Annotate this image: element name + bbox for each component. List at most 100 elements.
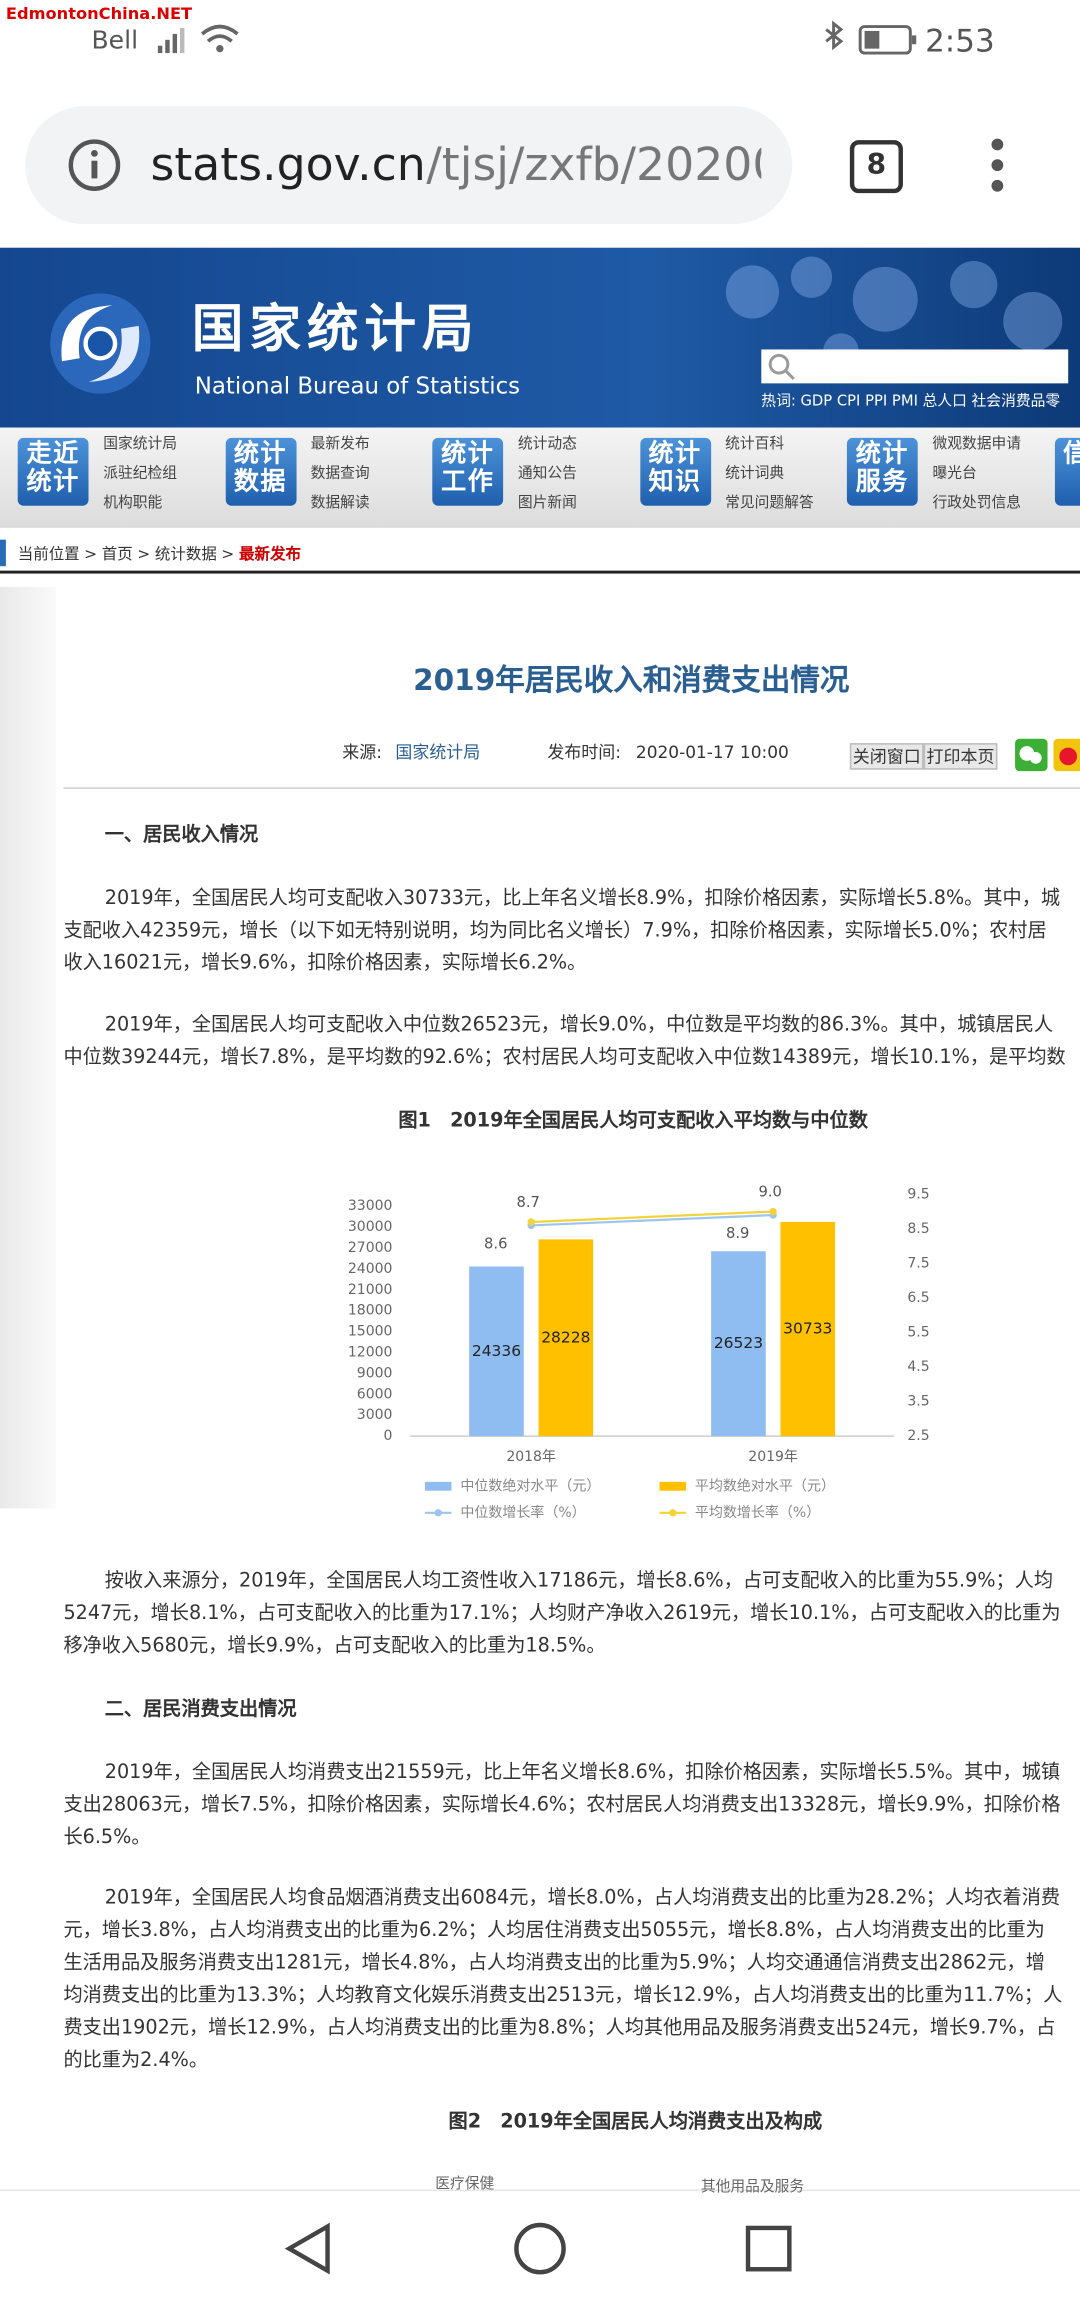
nav-link[interactable]: 最新发布 bbox=[310, 436, 370, 453]
nav-title[interactable]: 统计知识 bbox=[639, 437, 711, 506]
paragraph-line: 费支出1902元，增长12.9%，占人均消费支出的比重为8.8%；人均其他用品及… bbox=[63, 2017, 1056, 2040]
carrier: Bell bbox=[91, 26, 139, 57]
nav-title[interactable]: 信公 bbox=[1054, 437, 1080, 506]
line-value-label: 9.0 bbox=[758, 1183, 781, 1200]
breadcrumb-separator: > bbox=[84, 545, 98, 564]
bar bbox=[711, 1251, 766, 1437]
paragraph-line: 支配收入42359元，增长（以下如无特别说明，均为同比名义增长）7.9%，扣除价… bbox=[63, 920, 1047, 943]
figure-label: 医疗保健 bbox=[435, 2176, 495, 2193]
paragraph-line: 均消费支出的比重为13.3%；人均教育文化娱乐消费支出2513元，增长12.9%… bbox=[63, 1984, 1063, 2007]
tab-count[interactable]: 8 bbox=[866, 148, 887, 182]
source[interactable]: 国家统计局 bbox=[395, 741, 481, 763]
bar-value-label: 28228 bbox=[541, 1328, 590, 1346]
nav-link[interactable]: 派驻纪检组 bbox=[103, 465, 178, 483]
y-tick-label: 18000 bbox=[348, 1303, 393, 1319]
bar bbox=[469, 1266, 524, 1437]
y2-tick-label: 5.5 bbox=[907, 1325, 929, 1341]
legend-swatch bbox=[659, 1481, 687, 1491]
site-header bbox=[0, 247, 1080, 428]
nav-link[interactable]: 统计百科 bbox=[725, 436, 785, 453]
nav-link[interactable]: 微观数据申请 bbox=[932, 436, 1021, 453]
y2-tick-label: 9.5 bbox=[907, 1186, 929, 1202]
line-marker bbox=[527, 1218, 535, 1226]
status-icons bbox=[157, 20, 917, 55]
article-title: 2019年居民收入和消费支出情况 bbox=[413, 662, 850, 698]
nav-link[interactable]: 通知公告 bbox=[517, 465, 577, 483]
x-tick-label: 2019年 bbox=[748, 1449, 798, 1465]
site-name: 国家统计局 bbox=[191, 300, 480, 360]
nav-title[interactable]: 统计工作 bbox=[432, 437, 504, 506]
y-tick-label: 21000 bbox=[348, 1282, 393, 1298]
y-tick-label: 6000 bbox=[357, 1386, 393, 1402]
search-box[interactable] bbox=[761, 349, 1069, 384]
chart-title: 图1 2019年全国居民人均可支配收入平均数与中位数 bbox=[398, 1110, 868, 1133]
search-icon[interactable] bbox=[767, 352, 797, 381]
hot-words[interactable]: 热词: GDP CPI PPI PMI 总人口 社会消费品零 bbox=[761, 393, 1061, 410]
legend-label: 中位数绝对水平（元） bbox=[460, 1478, 600, 1494]
nav-link[interactable]: 数据解读 bbox=[310, 495, 370, 512]
section-heading: 一、居民收入情况 bbox=[104, 824, 259, 847]
nav-link[interactable]: 统计词典 bbox=[725, 465, 785, 483]
nav-link[interactable]: 曝光台 bbox=[932, 465, 977, 483]
nav-link[interactable]: 行政处罚信息 bbox=[932, 495, 1021, 512]
nav-title[interactable]: 走近统计 bbox=[17, 437, 89, 506]
y-tick-label: 3000 bbox=[357, 1407, 393, 1423]
y2-tick-label: 4.5 bbox=[907, 1359, 929, 1375]
title-rule bbox=[63, 787, 1080, 789]
y-tick-label: 24000 bbox=[348, 1261, 393, 1277]
menu-button[interactable] bbox=[980, 136, 1015, 195]
share-icons[interactable] bbox=[1012, 737, 1080, 772]
date: 2020-01-17 10:00 bbox=[635, 741, 789, 763]
bar bbox=[780, 1221, 836, 1437]
figure-title: 图2 2019年全国居民人均消费支出及构成 bbox=[448, 2111, 823, 2134]
nav-link[interactable]: 常见问题解答 bbox=[725, 495, 814, 512]
breadcrumb-rule bbox=[0, 570, 1080, 574]
line-value-label: 8.7 bbox=[516, 1194, 539, 1211]
breadcrumb-item[interactable]: 首页 bbox=[101, 545, 133, 564]
x-tick-label: 2018年 bbox=[506, 1449, 556, 1465]
y-tick-label: 27000 bbox=[348, 1240, 393, 1256]
y-tick-label: 0 bbox=[384, 1428, 393, 1444]
nav-link[interactable]: 数据查询 bbox=[310, 465, 370, 483]
paragraph-line: 支出28063元，增长7.5%，扣除价格因素，实际增长4.6%；农村居民人均消费… bbox=[63, 1794, 1061, 1817]
breadcrumb-item[interactable]: 统计数据 bbox=[154, 545, 217, 564]
address-bar[interactable] bbox=[25, 106, 793, 225]
paragraph-line: 2019年，全国居民人均消费支出21559元，比上年名义增长8.6%，扣除价格因… bbox=[104, 1762, 1061, 1785]
url-domain[interactable]: stats.gov.cn bbox=[150, 138, 426, 192]
figure-label: 其他用品及服务 bbox=[700, 2179, 805, 2196]
watermark: EdmontonChina.NET bbox=[5, 4, 193, 24]
breadcrumb-item[interactable]: 最新发布 bbox=[239, 545, 301, 564]
action-button[interactable]: 打印本页 bbox=[923, 743, 998, 770]
paragraph-line: 长6.5%。 bbox=[63, 1826, 151, 1850]
bar-value-label: 24336 bbox=[472, 1342, 521, 1360]
line bbox=[531, 1210, 774, 1224]
action-button[interactable]: 关闭窗口 bbox=[849, 743, 924, 770]
breadcrumb-separator: > bbox=[221, 545, 235, 564]
y2-tick-label: 3.5 bbox=[907, 1394, 929, 1410]
paragraph-line: 中位数39244元，增长7.8%，是平均数的92.6%；农村居民人均可支配收入中… bbox=[63, 1046, 1066, 1070]
nav-title[interactable]: 统计数据 bbox=[225, 437, 296, 506]
legend-swatch bbox=[424, 1481, 452, 1491]
tab-switcher[interactable] bbox=[849, 140, 903, 194]
paragraph-line: 元，增长3.8%，占人均消费支出的比重为6.2%；人均居住消费支出5055元，增… bbox=[63, 1919, 1045, 1942]
bar bbox=[538, 1239, 594, 1437]
map-pattern bbox=[725, 256, 1063, 369]
y2-tick-label: 6.5 bbox=[907, 1290, 929, 1306]
paragraph-line: 收入16021元，增长9.6%，扣除价格因素，实际增长6.2%。 bbox=[63, 952, 587, 975]
nav-link[interactable]: 统计动态 bbox=[517, 436, 577, 453]
breadcrumb-label: 当前位置 bbox=[17, 545, 80, 564]
url-path[interactable]: /tjsj/zxfb/20200 bbox=[426, 138, 762, 192]
line-value-label: 8.6 bbox=[484, 1236, 507, 1253]
info-icon[interactable] bbox=[65, 136, 124, 195]
system-buttons[interactable] bbox=[0, 2190, 1080, 2312]
nav-title[interactable]: 统计服务 bbox=[846, 437, 918, 506]
nav-link[interactable]: 国家统计局 bbox=[103, 436, 178, 453]
nav-link[interactable]: 机构职能 bbox=[103, 495, 163, 512]
paragraph-line: 移净收入5680元，增长9.9%，占可支配收入的比重为18.5%。 bbox=[63, 1635, 606, 1658]
paragraph-line: 2019年，全国居民人均可支配收入30733元，比上年名义增长8.9%，扣除价格… bbox=[104, 887, 1061, 910]
bar-value-label: 30733 bbox=[783, 1320, 832, 1338]
breadcrumb-separator: > bbox=[137, 545, 151, 564]
nav-link[interactable]: 图片新闻 bbox=[517, 495, 577, 512]
